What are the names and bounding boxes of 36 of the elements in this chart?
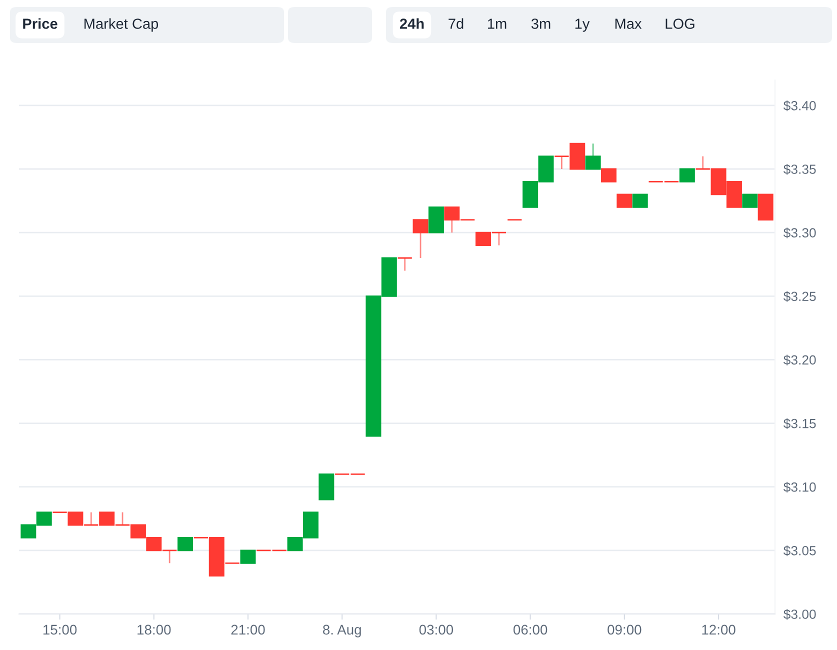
candlestick — [632, 194, 648, 208]
y-tick-label: $3.25 — [783, 291, 816, 302]
text: 1y — [575, 18, 590, 32]
y-tick-label: $3.05 — [783, 545, 816, 556]
y-tick-label: $3.20 — [783, 354, 816, 366]
x-tick-label: 03:00 — [419, 624, 454, 635]
candlestick — [318, 473, 334, 500]
candlestick — [240, 550, 256, 564]
x-tick-label: 8. Aug — [323, 624, 361, 638]
y-tick-label: $3.35 — [783, 164, 816, 175]
candlestick — [616, 194, 632, 208]
text: Max — [615, 18, 642, 29]
candlestick — [758, 194, 774, 221]
text: Market Cap — [84, 18, 158, 32]
candlestick — [428, 206, 444, 234]
text: 3m — [531, 18, 550, 29]
y-tick-label: $3.30 — [783, 228, 816, 238]
x-tick-label: 09:00 — [608, 624, 642, 635]
candlestick — [679, 168, 695, 182]
candlestick — [600, 168, 616, 182]
x-tick-label: 18:00 — [138, 624, 171, 635]
y-tick-label: $3.40 — [783, 100, 816, 112]
text: LOG — [666, 18, 694, 29]
x-tick-label: 15:00 — [43, 624, 77, 635]
y-tick-label: $3.00 — [783, 609, 816, 620]
x-tick-label: 12:00 — [702, 624, 736, 635]
y-tick-label: $3.15 — [783, 418, 816, 429]
text: 7d — [448, 18, 464, 29]
candlestick — [178, 537, 194, 552]
x-tick-label: 21:00 — [231, 624, 265, 635]
x-tick-label: 06:00 — [513, 624, 548, 635]
text: 24h — [400, 18, 424, 29]
y-tick-label: $3.10 — [783, 482, 816, 493]
candlestick — [742, 194, 758, 208]
text: Price — [23, 18, 58, 29]
text: 1m — [488, 18, 506, 29]
